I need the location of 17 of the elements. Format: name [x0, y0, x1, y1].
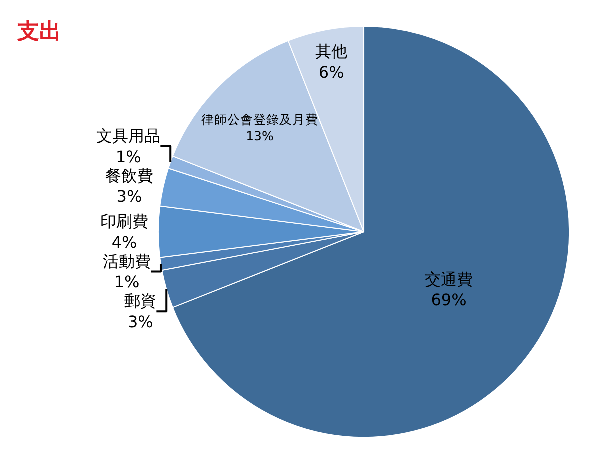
data-label: 1% — [116, 147, 142, 166]
data-label: 3% — [116, 187, 142, 206]
data-label: 13% — [246, 128, 274, 144]
data-label: 4% — [112, 232, 138, 252]
slice-label: 印刷費 — [100, 212, 149, 232]
data-label: 3% — [128, 312, 154, 332]
slice-label: 其他 — [316, 42, 348, 62]
data-label: 69% — [431, 290, 467, 310]
chart-title: 支出 — [16, 20, 62, 45]
data-label: 1% — [114, 272, 140, 292]
slice-label: 交通費 — [425, 270, 474, 289]
slice-label: 活動費 — [103, 252, 152, 271]
data-label: 6% — [318, 62, 344, 82]
slice-label: 餐飲費 — [105, 166, 154, 186]
slice-label: 律師公會登錄及月費 — [201, 112, 318, 128]
slice-label: 文具用品 — [96, 126, 161, 146]
slice-label: 郵資 — [124, 292, 157, 311]
